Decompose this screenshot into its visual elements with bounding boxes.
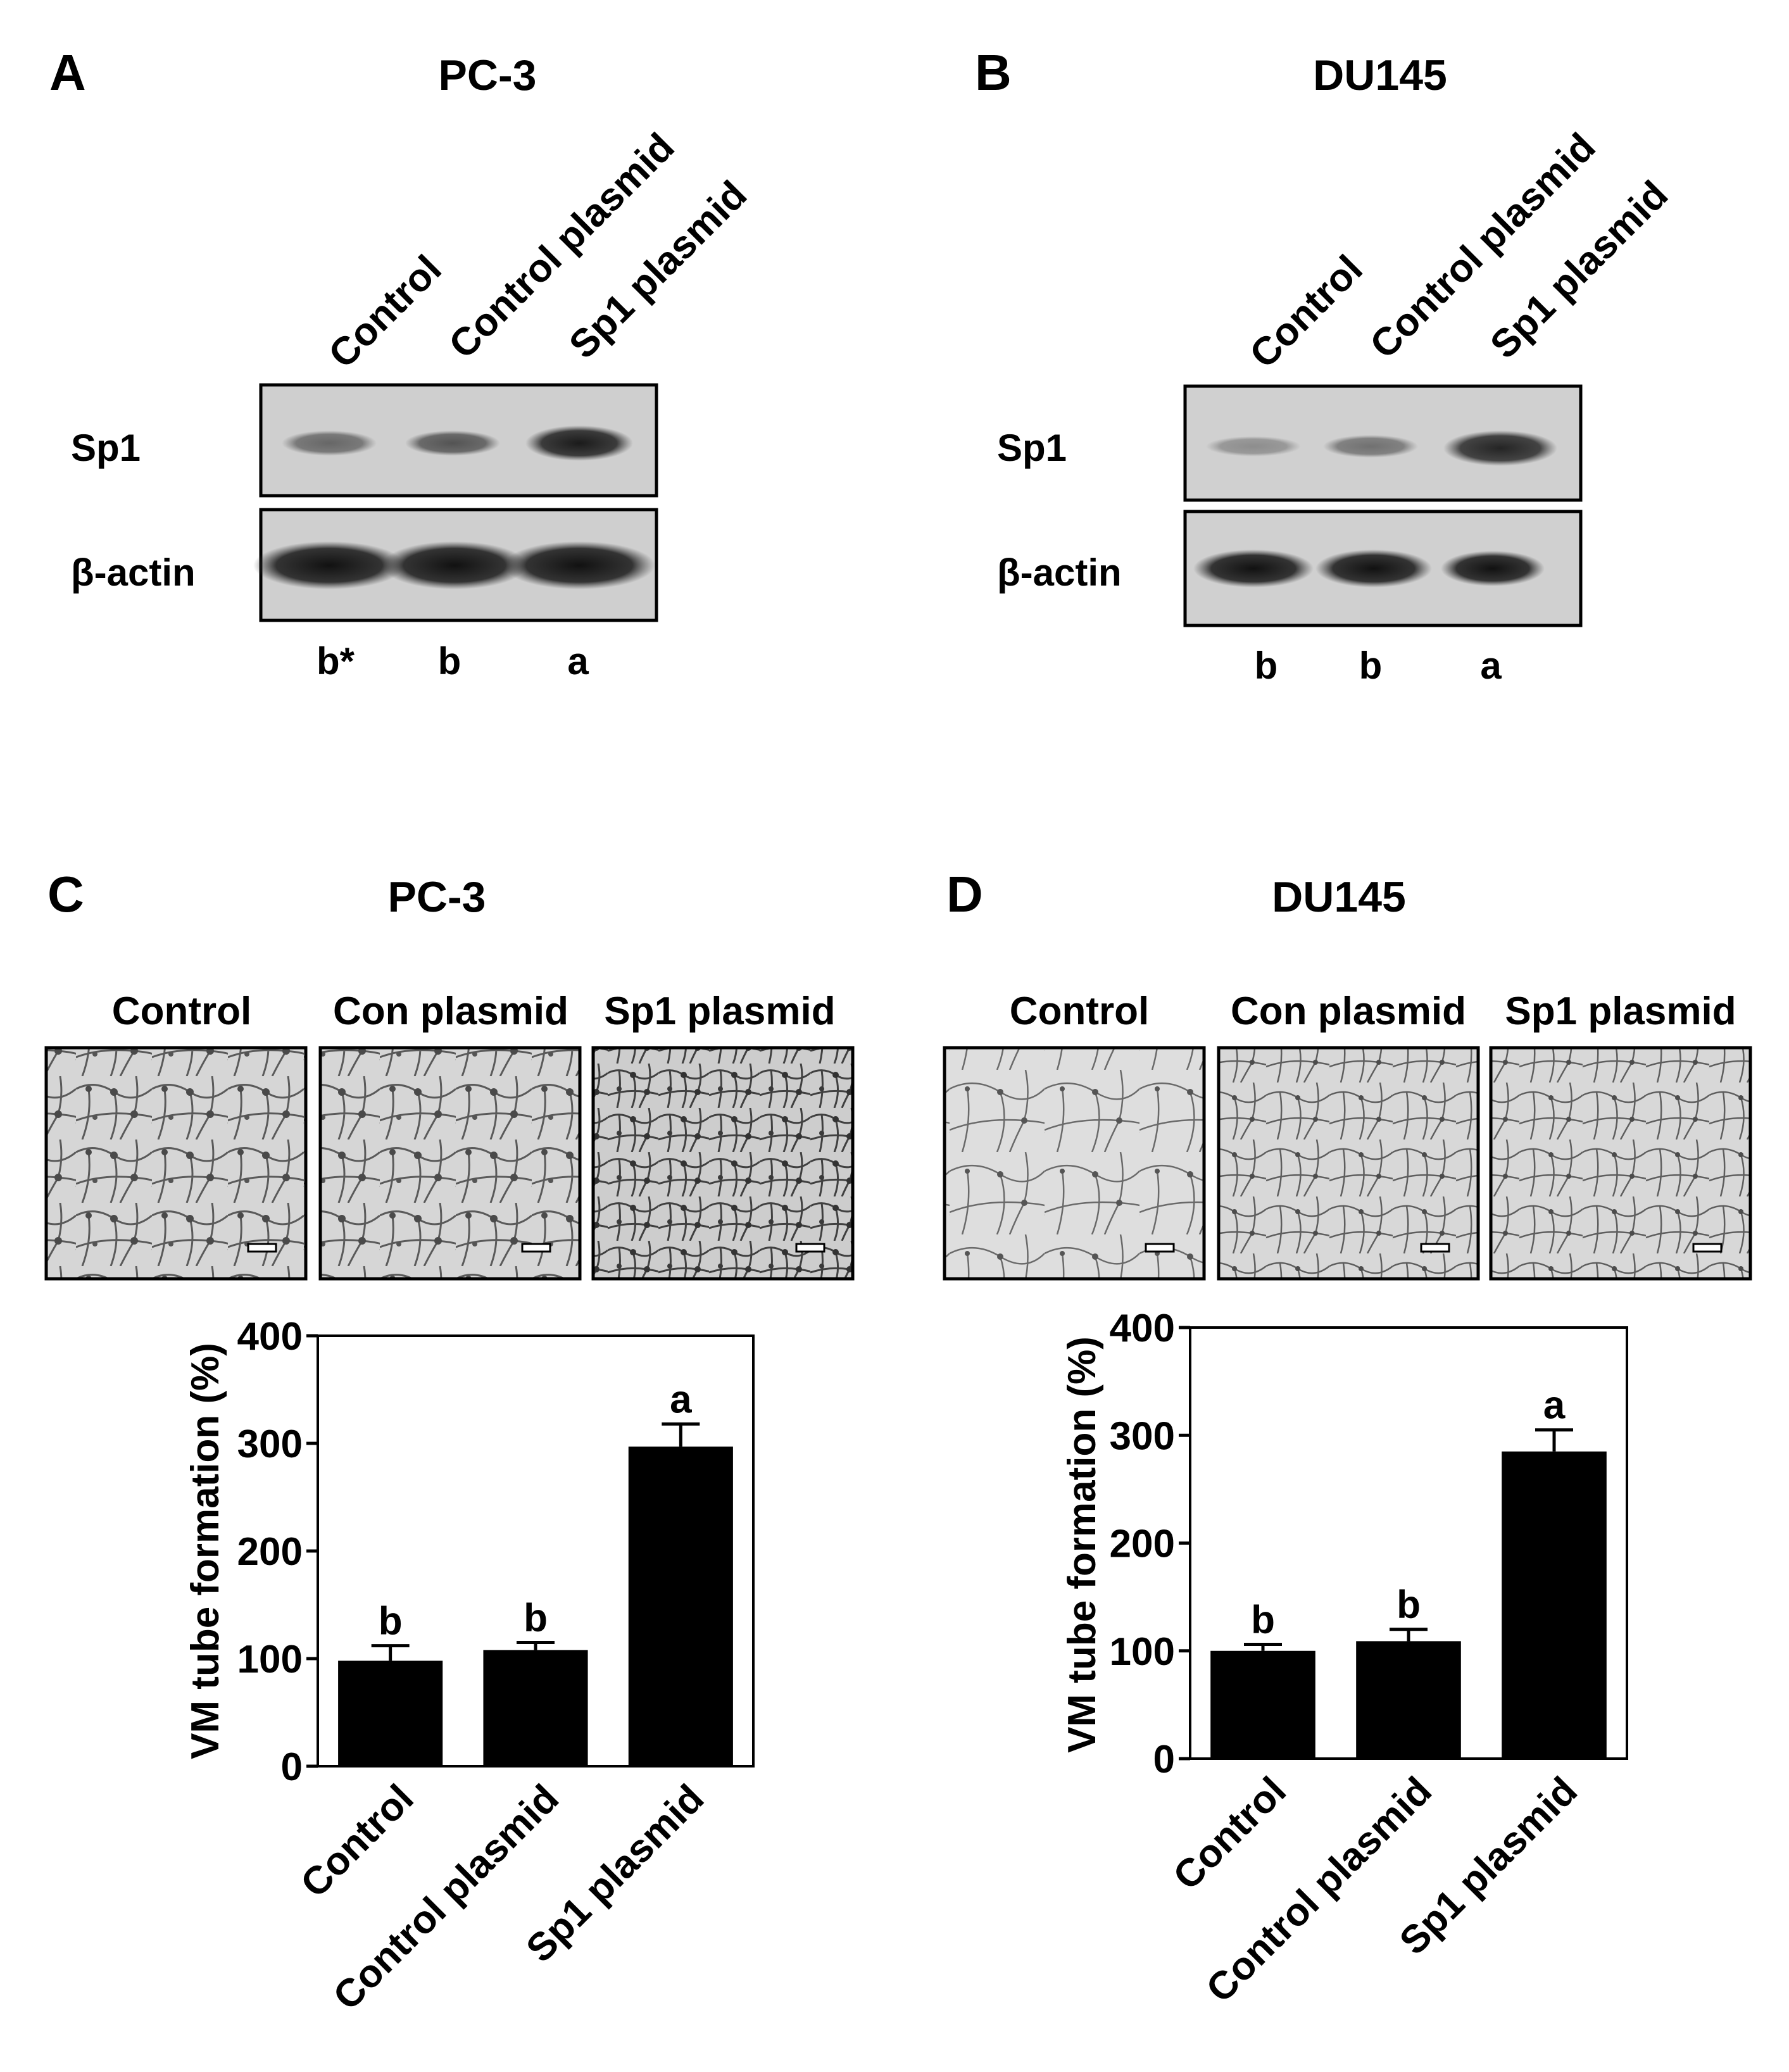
- significance-letter: b: [438, 640, 461, 682]
- actin-band: [1315, 549, 1432, 587]
- cell-line-title: DU145: [1313, 51, 1447, 99]
- lane-label: Control: [1241, 247, 1371, 377]
- scale-bar: [1692, 1243, 1723, 1253]
- panel-b: B DU145 Control Control plasmid Sp1 plas…: [975, 44, 1676, 687]
- bar: [1356, 1641, 1461, 1759]
- y-tick-label: 400: [237, 1315, 303, 1359]
- y-tick-label: 0: [281, 1745, 303, 1789]
- sp1-band: [1323, 435, 1418, 458]
- y-tick-label: 400: [1110, 1307, 1175, 1350]
- micrograph-label: Control: [112, 989, 251, 1033]
- panel-letter: B: [975, 44, 1012, 101]
- significance-letter: b: [379, 1600, 403, 1643]
- micrograph: [591, 1046, 855, 1281]
- micrograph: [943, 1046, 1206, 1281]
- panel-letter: D: [946, 866, 983, 922]
- panel-c: C PC-3 Control Con plasmid Sp1 plasmid: [44, 866, 855, 1281]
- y-axis-label: VM tube formation (%): [184, 1343, 227, 1759]
- micrograph-label: Control: [1010, 989, 1149, 1033]
- y-tick-label: 0: [1153, 1738, 1175, 1781]
- micrograph-label: Sp1 plasmid: [604, 989, 835, 1033]
- x-tick-label: Control: [1165, 1769, 1295, 1899]
- significance-letter: a: [567, 640, 589, 682]
- sp1-band: [1443, 430, 1557, 466]
- significance-letter: b: [524, 1597, 548, 1640]
- y-tick-label: 200: [1110, 1523, 1175, 1566]
- significance-letter: a: [1480, 644, 1502, 687]
- significance-letter: b*: [317, 640, 355, 682]
- blot-row-label: β-actin: [997, 551, 1122, 594]
- significance-letter: b: [1359, 644, 1383, 687]
- significance-letter: b: [1255, 644, 1278, 687]
- y-axis-label: VM tube formation (%): [1060, 1336, 1104, 1753]
- panel-a: A PC-3 Control Control plasmid Sp1 plasm…: [49, 44, 755, 682]
- significance-letter: a: [1543, 1384, 1566, 1428]
- scale-bar: [521, 1243, 551, 1253]
- actin-band: [1193, 549, 1314, 587]
- micrograph: [318, 1046, 582, 1281]
- micrograph: [1217, 1046, 1480, 1281]
- bar: [1502, 1451, 1607, 1759]
- significance-letter: b: [1251, 1598, 1275, 1642]
- lane-label: Control: [320, 247, 450, 377]
- scale-bar: [247, 1243, 277, 1253]
- panel-letter: A: [49, 44, 86, 101]
- sp1-band: [525, 425, 633, 461]
- blot-row-label: Sp1: [71, 427, 141, 469]
- sp1-band: [282, 430, 377, 456]
- cell-line-title: DU145: [1272, 873, 1406, 921]
- micrograph: [1489, 1046, 1752, 1281]
- scale-bar: [1145, 1243, 1175, 1253]
- actin-band: [1441, 551, 1545, 586]
- sp1-band: [1206, 436, 1301, 456]
- y-tick-label: 300: [1110, 1414, 1175, 1458]
- significance-letter: a: [670, 1378, 692, 1421]
- y-tick-label: 300: [237, 1422, 303, 1466]
- scale-bar: [1420, 1243, 1450, 1253]
- sp1-band: [405, 430, 500, 456]
- lane-label: Control plasmid: [1362, 125, 1604, 367]
- panel-d: D DU145 Control Con plasmid Sp1 plasmid: [943, 866, 1752, 1281]
- bar: [483, 1650, 588, 1766]
- panel-letter: C: [47, 866, 84, 922]
- micrograph-label: Con plasmid: [333, 989, 568, 1033]
- bar: [628, 1447, 733, 1766]
- y-tick-label: 100: [1110, 1630, 1175, 1674]
- bar: [338, 1661, 443, 1766]
- actin-band: [503, 541, 655, 589]
- blot-row-label: Sp1: [997, 427, 1067, 469]
- micrograph: [44, 1046, 308, 1281]
- actin-band: [382, 541, 527, 589]
- actin-band: [253, 541, 405, 589]
- micrograph-label: Sp1 plasmid: [1505, 989, 1736, 1033]
- cell-line-title: PC-3: [439, 51, 537, 99]
- blot-row-label: β-actin: [71, 551, 196, 594]
- bar: [1210, 1650, 1315, 1759]
- micrograph-label: Con plasmid: [1231, 989, 1466, 1033]
- significance-letter: b: [1397, 1583, 1421, 1627]
- cell-line-title: PC-3: [388, 873, 486, 921]
- scale-bar: [795, 1243, 825, 1253]
- lane-label: Control plasmid: [441, 125, 682, 367]
- y-tick-label: 200: [237, 1530, 303, 1574]
- y-tick-label: 100: [237, 1638, 303, 1681]
- x-tick-label: Control: [292, 1776, 422, 1906]
